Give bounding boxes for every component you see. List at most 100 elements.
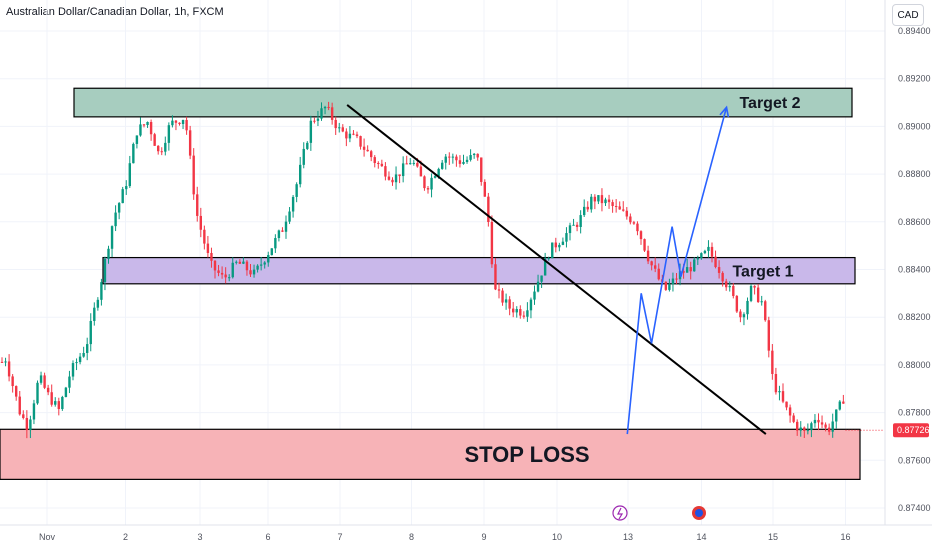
candle-body: [167, 125, 171, 143]
chart-title: Australian Dollar/Canadian Dollar, 1h, F…: [6, 6, 224, 18]
candle-body: [295, 184, 298, 197]
price-tick-label: 0.89000: [898, 121, 931, 131]
candle-body: [334, 119, 337, 129]
candle-body: [86, 344, 89, 353]
candle-body: [629, 216, 632, 223]
currency-button[interactable]: CAD: [892, 4, 924, 26]
price-tick-label: 0.87800: [898, 408, 931, 418]
candle-body: [291, 196, 295, 212]
candle-body: [146, 122, 149, 125]
time-tick-label: 8: [409, 532, 414, 542]
candle-body: [121, 189, 124, 204]
target-2-zone-label: Target 2: [739, 95, 800, 112]
time-tick-label: 6: [265, 532, 270, 542]
price-tick-label: 0.89200: [898, 74, 931, 84]
candle-body: [359, 136, 362, 147]
candle-body: [558, 244, 561, 248]
candle-body: [685, 267, 689, 273]
price-tick-label: 0.87400: [898, 503, 931, 513]
candle-body: [22, 414, 25, 418]
candle-body: [781, 391, 785, 402]
candle-body: [171, 120, 174, 126]
candle-body: [423, 176, 426, 189]
lightning-bolt: [617, 507, 624, 520]
candle-body: [96, 299, 100, 308]
candle-body: [185, 119, 188, 131]
candle-body: [725, 281, 728, 288]
candle-body: [11, 376, 14, 387]
candle-body: [405, 163, 408, 165]
candle-body: [199, 215, 202, 230]
candle-body: [132, 143, 135, 164]
candle-body: [380, 163, 384, 167]
candle-body: [579, 215, 582, 227]
candle-body: [50, 392, 53, 405]
candle-body: [717, 267, 721, 273]
candle-body: [210, 252, 213, 261]
candle-body: [767, 320, 770, 351]
candle-body: [533, 291, 536, 300]
candle-body: [451, 156, 455, 158]
candle-body: [437, 168, 440, 177]
event-flag-inner: [695, 509, 703, 517]
candle-body: [68, 376, 71, 388]
candle-body: [263, 262, 266, 265]
candle-body: [256, 265, 259, 270]
candle-body: [458, 160, 462, 164]
candle-body: [174, 120, 178, 123]
candle-body: [827, 427, 831, 432]
candle-body: [316, 118, 320, 121]
candle-body: [838, 401, 841, 410]
candle-body: [75, 362, 78, 364]
candle-body: [57, 401, 60, 410]
candle-body: [842, 401, 845, 404]
candle-body: [153, 134, 156, 146]
candle-body: [756, 287, 760, 303]
candle-body: [416, 162, 419, 167]
candle-body: [675, 278, 678, 280]
candle-body: [299, 164, 302, 185]
time-tick-label: 2: [123, 532, 128, 542]
candle-body: [444, 156, 447, 163]
candle-body: [29, 419, 32, 431]
candle-body: [778, 391, 781, 393]
price-tick-label: 0.88600: [898, 217, 931, 227]
candle-body: [235, 261, 238, 263]
candle-body: [824, 424, 827, 428]
candle-body: [551, 242, 554, 259]
candle-body: [71, 363, 75, 377]
candle-body: [831, 421, 834, 432]
candle-body: [771, 350, 774, 374]
candle-body: [61, 396, 64, 410]
candle-body: [0, 361, 4, 363]
candle-body: [721, 272, 724, 282]
candle-body: [583, 206, 586, 216]
candle-body: [327, 106, 330, 108]
candle-body: [430, 177, 433, 190]
candle-body: [597, 195, 600, 202]
candle-body: [632, 222, 636, 224]
candle-body: [483, 181, 486, 197]
price-axis[interactable]: 0.87400 0.87600 0.87800 0.88000 0.88200 0.884…: [884, 0, 931, 525]
candle-body: [515, 309, 518, 313]
price-tick-label: 0.88800: [898, 169, 931, 179]
time-tick-label: 14: [696, 532, 706, 542]
candle-body: [25, 417, 29, 431]
candle-body: [654, 265, 657, 269]
last-price-label: 0.87726: [897, 425, 930, 435]
candle-body: [441, 162, 444, 169]
last-price-badge: [893, 423, 929, 438]
candle-body: [46, 387, 50, 393]
candle-body: [820, 422, 824, 425]
candle-body: [267, 255, 270, 263]
candle-body: [355, 134, 359, 137]
candle-body: [433, 176, 437, 178]
lightning-icon: [612, 505, 628, 521]
candle-body: [835, 409, 838, 422]
candle-body: [125, 186, 128, 190]
candle-body: [487, 196, 490, 222]
time-axis[interactable]: Nov 2 3 6 7 8 9 10 13 14 15 16: [0, 524, 932, 542]
candle-body: [448, 156, 451, 158]
candle-body: [103, 258, 107, 283]
